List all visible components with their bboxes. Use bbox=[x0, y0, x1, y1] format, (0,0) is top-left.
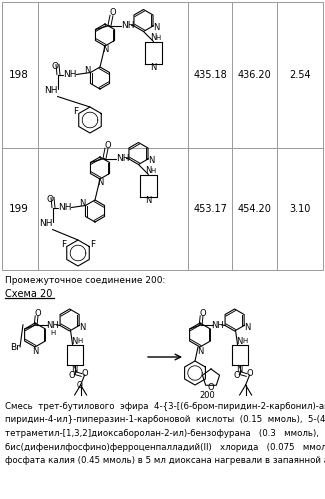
Text: N: N bbox=[150, 63, 157, 72]
Text: N: N bbox=[32, 347, 38, 356]
Text: O: O bbox=[208, 384, 214, 393]
Text: O: O bbox=[52, 62, 59, 71]
Text: N: N bbox=[72, 336, 78, 345]
Text: O: O bbox=[81, 368, 88, 378]
Text: 200: 200 bbox=[199, 391, 215, 400]
Text: F: F bbox=[61, 240, 66, 249]
Text: NH: NH bbox=[44, 86, 57, 95]
Text: O: O bbox=[233, 370, 240, 380]
Text: 199: 199 bbox=[9, 204, 29, 214]
Text: NH: NH bbox=[116, 154, 129, 163]
Text: бис(дифенилфосфино)ферроценпалладий(II)   хлорида   (0.075   ммоль),: бис(дифенилфосфино)ферроценпалладий(II) … bbox=[5, 443, 325, 452]
Text: Схема 20: Схема 20 bbox=[5, 289, 52, 299]
Text: Br: Br bbox=[10, 342, 20, 351]
Text: N: N bbox=[79, 199, 85, 208]
Text: H: H bbox=[77, 338, 82, 344]
Text: O: O bbox=[246, 368, 253, 378]
Text: O: O bbox=[109, 8, 116, 17]
Text: N: N bbox=[79, 323, 86, 332]
Text: N: N bbox=[197, 347, 203, 356]
Text: N: N bbox=[145, 166, 152, 175]
Text: тетраметил-[1,3,2]диоксаборолан-2-ил)-бензофурана   (0.3   ммоль),   1,1'-: тетраметил-[1,3,2]диоксаборолан-2-ил)-бе… bbox=[5, 429, 325, 438]
Text: 2.54: 2.54 bbox=[289, 70, 311, 80]
Text: O: O bbox=[34, 308, 41, 317]
Text: O: O bbox=[77, 381, 83, 390]
Text: N: N bbox=[84, 66, 90, 75]
Text: Смесь  трет-бутилового  эфира  4-{3-[(6-бром-пиридин-2-карбонил)-амино]-: Смесь трет-бутилового эфира 4-{3-[(6-бро… bbox=[5, 402, 325, 411]
Text: NH: NH bbox=[46, 320, 59, 329]
Text: N: N bbox=[97, 178, 103, 187]
Text: N: N bbox=[153, 23, 160, 32]
Text: NH: NH bbox=[39, 219, 52, 228]
Text: F: F bbox=[73, 107, 78, 116]
Text: 3.10: 3.10 bbox=[289, 204, 311, 214]
Text: O: O bbox=[47, 195, 54, 204]
Text: 198: 198 bbox=[9, 70, 29, 80]
Text: пиридин-4-ил}-пиперазин-1-карбоновой  кислоты  (0.15  ммоль),  5-(4,4,5,5-: пиридин-4-ил}-пиперазин-1-карбоновой кис… bbox=[5, 416, 325, 425]
Text: NH: NH bbox=[63, 70, 76, 79]
Text: NH: NH bbox=[211, 320, 224, 329]
Text: N: N bbox=[72, 364, 78, 373]
Text: F: F bbox=[90, 240, 95, 249]
Text: фосфата калия (0.45 ммоль) в 5 мл диоксана нагревали в запаянной ампу-: фосфата калия (0.45 ммоль) в 5 мл диокса… bbox=[5, 456, 325, 465]
Bar bbox=[2, 2, 323, 270]
Text: NH: NH bbox=[121, 21, 134, 30]
Text: O: O bbox=[68, 370, 75, 380]
Text: H: H bbox=[151, 168, 156, 174]
Text: N: N bbox=[145, 196, 152, 205]
Text: Промежуточное соединение 200:: Промежуточное соединение 200: bbox=[5, 276, 165, 285]
Text: 436.20: 436.20 bbox=[238, 70, 271, 80]
Text: H: H bbox=[156, 34, 161, 40]
Text: N: N bbox=[148, 156, 154, 166]
Text: N: N bbox=[236, 336, 243, 345]
Text: N: N bbox=[102, 45, 108, 54]
Text: NH: NH bbox=[58, 203, 71, 212]
Text: O: O bbox=[104, 141, 111, 150]
Text: 435.18: 435.18 bbox=[193, 70, 227, 80]
Text: H: H bbox=[50, 330, 55, 336]
Text: 454.20: 454.20 bbox=[238, 204, 271, 214]
Text: H: H bbox=[242, 338, 247, 344]
Text: O: O bbox=[199, 308, 206, 317]
Text: N: N bbox=[244, 323, 251, 332]
Text: N: N bbox=[236, 364, 243, 373]
Text: 453.17: 453.17 bbox=[193, 204, 227, 214]
Text: N: N bbox=[150, 33, 157, 42]
